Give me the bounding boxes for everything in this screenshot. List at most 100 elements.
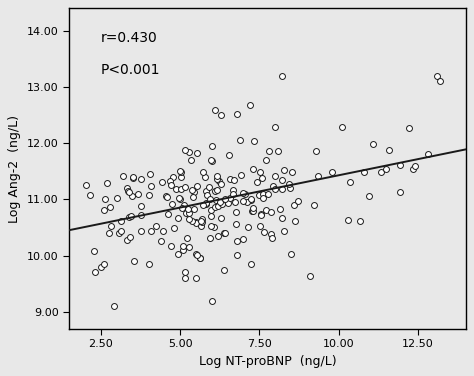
Point [171,225,178,231]
Point [193,252,201,258]
Point [260,229,267,235]
Point [107,223,115,229]
Point [100,207,108,213]
Point [105,230,113,236]
Point [239,198,246,204]
Point [211,188,219,194]
Point [247,196,255,202]
Point [86,192,94,198]
Point [186,149,193,155]
Point [190,206,198,212]
Point [225,152,233,158]
Point [328,169,336,175]
Point [249,166,257,172]
Point [226,176,234,182]
Point [187,157,195,163]
Point [167,243,174,249]
Point [198,216,206,222]
Point [253,179,261,185]
Point [291,218,299,224]
Point [176,168,183,174]
Point [191,250,199,256]
Point [124,185,131,191]
Point [118,228,125,234]
Point [211,224,219,230]
Point [383,167,390,173]
Point [248,208,255,214]
Point [290,202,298,208]
Point [185,216,192,222]
Point [204,192,211,198]
Point [185,210,193,216]
Point [281,228,288,234]
Point [259,195,266,201]
Point [257,212,265,218]
Point [232,221,240,227]
Point [250,138,258,144]
Point [197,223,204,229]
Point [199,202,207,208]
Point [226,196,234,202]
Y-axis label: Log Ang-2  (ng/L): Log Ang-2 (ng/L) [9,115,21,223]
Point [129,174,137,180]
Point [256,169,264,175]
Point [224,200,232,206]
Point [205,184,212,190]
Point [181,184,189,190]
Point [162,193,170,199]
Point [288,169,295,175]
Point [189,194,197,200]
Point [247,261,255,267]
Point [397,162,404,168]
Point [345,217,352,223]
Point [146,261,153,267]
Point [192,220,200,226]
Point [208,158,216,164]
Point [405,124,412,130]
Point [134,191,142,197]
Point [101,196,109,202]
Point [207,157,215,163]
Point [242,191,249,197]
Point [100,261,108,267]
Point [172,186,180,192]
Point [286,181,293,187]
Point [424,152,431,158]
Point [338,124,346,130]
Point [182,211,190,217]
Point [315,173,322,179]
Point [128,193,136,199]
Point [125,188,132,194]
Point [180,247,187,253]
Point [231,199,238,205]
Point [236,137,244,143]
Point [181,147,188,153]
Point [280,167,287,173]
Point [174,215,182,221]
Point [262,207,270,213]
Point [189,218,196,224]
Point [192,275,200,281]
Point [259,191,267,197]
Point [130,258,137,264]
Point [198,219,206,225]
Point [168,201,176,207]
Point [207,213,214,219]
Point [158,179,166,185]
Point [137,228,145,234]
Point [208,143,216,149]
Point [137,212,145,218]
Point [206,196,214,202]
Point [145,193,153,199]
Point [249,208,257,214]
Point [265,148,273,154]
Point [198,218,205,224]
Point [184,206,191,212]
Point [243,199,251,205]
Point [147,228,155,234]
Point [192,219,200,225]
Point [409,166,417,172]
Point [191,190,198,196]
Point [267,230,275,237]
Point [119,173,127,179]
